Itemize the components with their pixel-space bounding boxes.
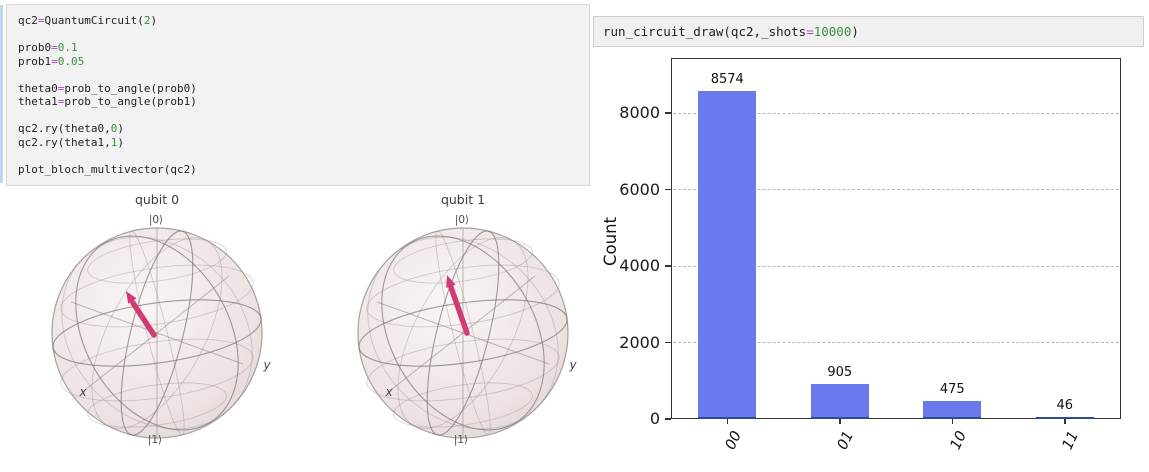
run-command-cell[interactable]: run_circuit_draw(qc2,_shots=10000) xyxy=(593,16,1144,47)
y-tick-label: 0 xyxy=(649,409,660,428)
x-axis-label: x xyxy=(78,385,87,399)
y-tick-mark xyxy=(665,265,671,267)
x-tick-mark xyxy=(1064,419,1066,424)
gridline xyxy=(673,189,1119,191)
bloch-figure-qubit0: qubit 0 |0⟩ |1⟩ x y xyxy=(51,192,271,446)
histogram-bar xyxy=(810,384,869,419)
ket-1-label: |1⟩ xyxy=(148,434,162,446)
gridline xyxy=(673,342,1119,344)
y-axis-label: y xyxy=(568,358,577,372)
y-tick-label: 2000 xyxy=(619,332,660,352)
x-tick-label: 10 xyxy=(947,428,970,453)
code-line: prob1=0.05 xyxy=(18,54,85,68)
ket-0-label: |0⟩ xyxy=(455,214,469,226)
gridline xyxy=(673,265,1119,267)
y-tick-label: 4000 xyxy=(619,256,660,276)
y-tick-mark xyxy=(665,341,671,344)
x-tick-label: 00 xyxy=(722,428,745,453)
code-line xyxy=(18,68,578,82)
ket-1-label: |1⟩ xyxy=(454,434,468,446)
code-line: qc2.ry(theta0,0) xyxy=(18,122,124,135)
bloch-figure-qubit1: qubit 1 |0⟩ |1⟩ x y xyxy=(357,192,577,446)
code-line: run_circuit_draw(qc2,_shots=10000) xyxy=(603,24,859,39)
bloch-vector-arrow xyxy=(126,291,157,338)
bar-value-label: 46 xyxy=(1056,398,1074,413)
bloch-vector-arrow xyxy=(446,275,470,336)
code-line: theta1=prob_to_angle(prob1) xyxy=(18,95,197,108)
code-line: qc2.ry(theta1,1) xyxy=(18,135,124,149)
bloch-title: qubit 1 xyxy=(441,192,485,207)
histogram-bar xyxy=(923,400,982,419)
y-axis-label: y xyxy=(262,358,271,372)
code-line: qc2=QuantumCircuit(2) xyxy=(18,14,158,27)
code-line: plot_bloch_multivector(qc2) xyxy=(18,162,197,176)
gridline xyxy=(673,112,1119,114)
y-tick-mark xyxy=(665,418,671,420)
cell-focus-indicator xyxy=(0,5,3,183)
code-line: prob0=0.1 xyxy=(18,41,78,54)
y-tick-label: 6000 xyxy=(619,179,660,199)
histogram-bar xyxy=(698,91,757,419)
code-line xyxy=(18,149,578,163)
y-tick-label: 8000 xyxy=(619,103,660,123)
bar-value-label: 8574 xyxy=(710,72,744,88)
bloch-sphere xyxy=(357,227,569,439)
y-tick-mark xyxy=(665,112,671,114)
x-tick-mark xyxy=(951,419,953,424)
code-line xyxy=(18,28,578,42)
y-tick-mark xyxy=(665,188,671,191)
bloch-title: qubit 0 xyxy=(135,192,179,207)
code-line xyxy=(18,109,578,123)
histogram-bar xyxy=(1035,417,1094,419)
ket-0-label: |0⟩ xyxy=(149,214,163,226)
x-tick-mark xyxy=(726,419,728,424)
x-tick-label: 11 xyxy=(1060,428,1083,453)
x-tick-mark xyxy=(839,419,841,424)
x-axis-label: x xyxy=(384,385,393,399)
plot-frame xyxy=(671,58,1121,419)
bar-value-label: 475 xyxy=(939,381,965,397)
bar-value-label: 905 xyxy=(827,365,853,381)
notebook-code-cell[interactable]: qc2=QuantumCircuit(2) prob0=0.1 prob1=0.0… xyxy=(6,4,590,186)
code-line: theta0=prob_to_angle(prob0) xyxy=(18,81,197,95)
bloch-sphere xyxy=(51,227,263,439)
x-tick-label: 01 xyxy=(835,428,858,453)
